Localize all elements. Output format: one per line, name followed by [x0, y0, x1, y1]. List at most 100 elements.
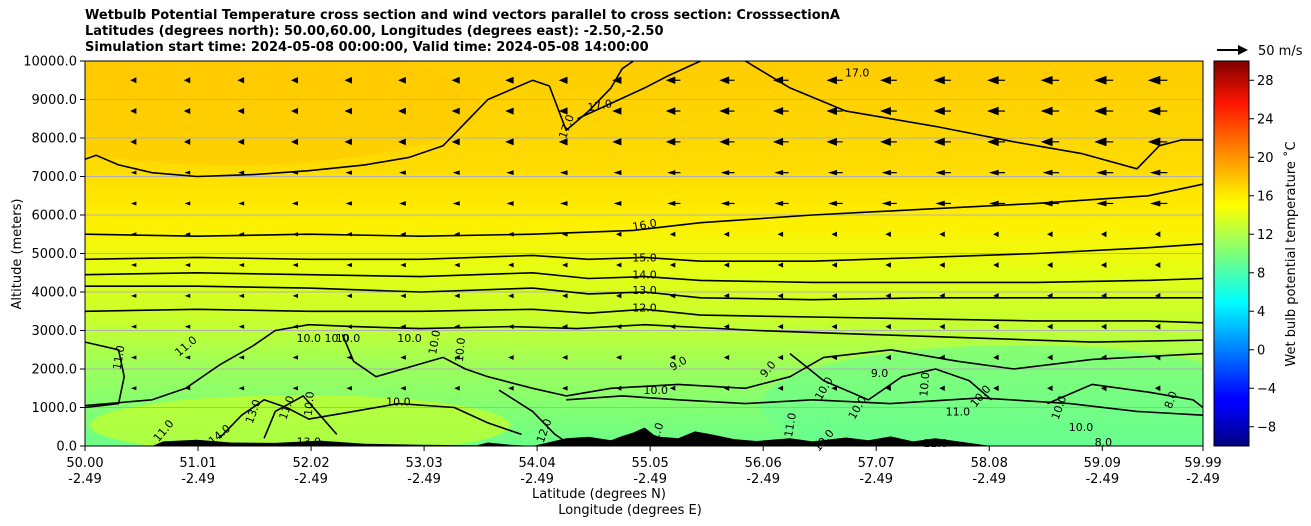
chart-title-line-2: Latitudes (degrees north): 50.00,60.00, … [85, 24, 664, 39]
wind-vector [130, 108, 137, 115]
contour-label: 10.0 [917, 372, 932, 398]
wind-vector [1154, 231, 1161, 238]
wind-vector [723, 354, 730, 361]
x-tick-label-lon: -2.49 [407, 472, 441, 487]
wind-vector [1047, 323, 1053, 330]
wind-vector [1154, 323, 1161, 330]
x-tick-label-lon: -2.49 [633, 472, 667, 487]
x-tick-label-lat: 59.09 [1084, 456, 1121, 471]
x-tick-label-lon: -2.49 [68, 472, 102, 487]
wind-vector [826, 107, 837, 116]
wind-vector [879, 137, 891, 146]
contour-label: 8.0 [1162, 390, 1180, 411]
wind-vector [826, 76, 837, 85]
contour-line [85, 243, 1203, 262]
wind-vector [130, 263, 137, 268]
wind-vector [1047, 354, 1053, 361]
contour-label: 12.0 [632, 301, 657, 314]
wind-vector [667, 170, 676, 176]
wind-vector [1100, 262, 1107, 268]
wind-vector [237, 77, 245, 84]
wind-vector [290, 107, 299, 115]
wind-vector [238, 386, 245, 391]
wind-vector [669, 354, 676, 360]
wind-vector [292, 355, 299, 360]
wind-vector [723, 262, 730, 268]
wind-vector [885, 293, 891, 299]
contour-line [577, 61, 701, 120]
contour-label: 11.0 [923, 437, 948, 450]
wind-vector [831, 231, 837, 237]
colorbar-tick-label: 0 [1257, 343, 1265, 358]
contour-line [744, 61, 1203, 170]
wind-vector [344, 138, 352, 146]
wind-vector [1042, 169, 1053, 176]
y-axis: 0.0 1000.0 2000.0 3000.0 4000.0 5000.0 6000.0 7… [23, 55, 85, 455]
contour-label: 10.0 [336, 332, 361, 345]
contour-line [85, 183, 1203, 237]
contour-label: 10.0 [386, 396, 411, 409]
wind-vector [505, 76, 514, 84]
wind-vector [720, 200, 730, 207]
wind-vector [558, 107, 568, 115]
contour-label: 10.0 [302, 391, 317, 417]
x-tick-label-lat: 53.03 [405, 456, 442, 471]
wind-vector [344, 76, 352, 84]
wind-vector [400, 262, 406, 268]
wind-vector [1100, 323, 1107, 330]
wind-vector [451, 138, 460, 146]
wind-vector [562, 293, 568, 299]
contour-label: 17.0 [845, 67, 870, 80]
wind-vector [719, 76, 730, 85]
wind-vector [400, 355, 406, 360]
contour-label: 10.0 [426, 329, 443, 355]
colorbar-tick-label: 16 [1257, 189, 1274, 204]
vector-key: 50 m/s [1217, 44, 1303, 59]
wind-vector [1047, 385, 1053, 392]
contour-label: 11.0 [946, 405, 971, 418]
wind-vector [615, 354, 622, 360]
contour-line [789, 352, 993, 401]
wind-vector [130, 386, 137, 391]
wind-vector [987, 137, 999, 147]
y-axis-label: Altitude (meters) [10, 199, 25, 310]
x-tick-label-lat: 59.99 [1184, 456, 1221, 471]
wind-vector [183, 107, 191, 115]
wind-vector [1040, 75, 1053, 85]
wind-vector [290, 77, 299, 84]
y-tick-label: 1000.0 [32, 401, 78, 416]
wind-vector [130, 355, 137, 360]
wind-vector [237, 107, 245, 115]
contour-line [85, 341, 125, 409]
wind-vector [777, 293, 784, 299]
colorbar [1213, 60, 1250, 447]
wind-vector [993, 262, 999, 268]
wind-vector [719, 137, 730, 146]
wind-vector [130, 324, 137, 329]
wind-vector [885, 385, 891, 391]
wind-vector [344, 107, 352, 115]
wind-vector [720, 170, 730, 176]
contour-lines [85, 61, 1203, 443]
wind-vector [399, 201, 406, 206]
wind-vector [612, 76, 622, 84]
wind-vector [559, 170, 568, 176]
wind-vector [1149, 200, 1161, 207]
wind-vector [184, 355, 191, 360]
wind-vector [1094, 106, 1107, 116]
wind-vector [130, 201, 137, 206]
contour-line [498, 389, 567, 443]
contour-label: 13.0 [297, 435, 322, 448]
colorbar-tick-label: −8 [1257, 420, 1276, 435]
wind-vector [993, 385, 999, 392]
wind-vector [885, 231, 891, 237]
wind-vector [723, 293, 730, 299]
wind-vector [183, 77, 191, 84]
x-tick-label-lat: 56.06 [745, 456, 782, 471]
wind-vector [939, 385, 945, 392]
wind-vector [454, 262, 460, 268]
wind-vector [828, 169, 837, 176]
wind-vector [238, 293, 245, 298]
contour-line [85, 61, 634, 178]
